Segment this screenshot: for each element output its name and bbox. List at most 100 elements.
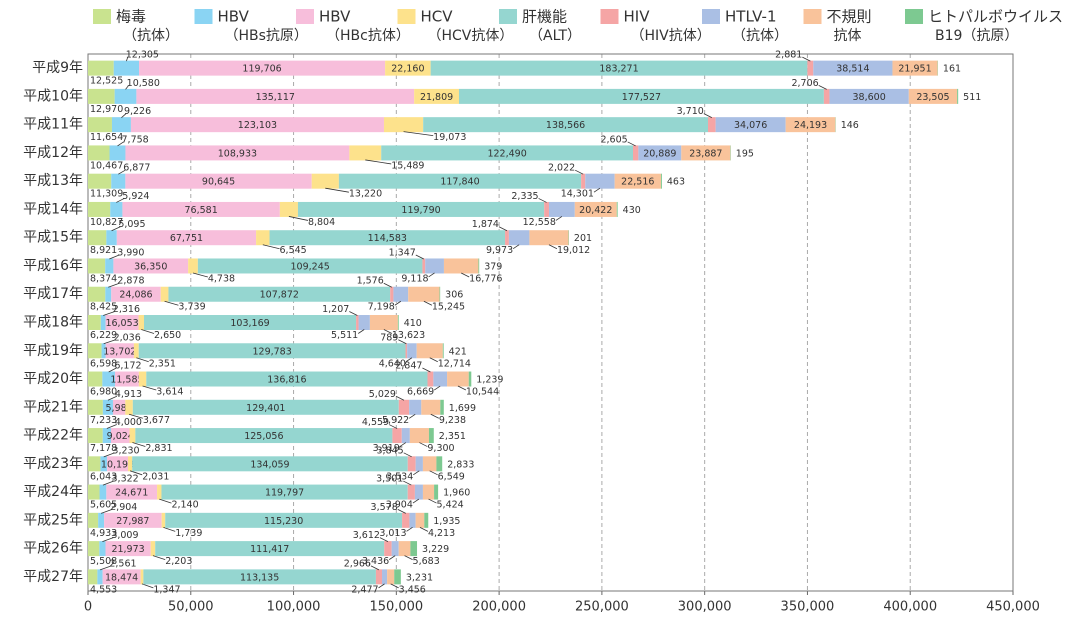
bar-segment bbox=[97, 569, 102, 584]
bar-segment bbox=[114, 61, 139, 76]
data-label: 4,559 bbox=[362, 417, 389, 428]
data-label: 4,213 bbox=[428, 528, 455, 539]
data-label: 13,702 bbox=[103, 346, 136, 357]
leader-line bbox=[358, 330, 364, 334]
bar-segment bbox=[111, 174, 125, 189]
data-label: 3,013 bbox=[379, 528, 406, 539]
bar-segment bbox=[88, 230, 106, 245]
data-label: 5,511 bbox=[331, 330, 358, 341]
data-label: 1,699 bbox=[449, 403, 476, 414]
bar-segment bbox=[424, 513, 428, 528]
bar-segment bbox=[100, 485, 107, 500]
data-label: 67,751 bbox=[170, 233, 203, 244]
bar-segment bbox=[110, 202, 122, 217]
data-label: 11,654 bbox=[90, 132, 123, 143]
leader-line bbox=[802, 57, 810, 61]
leader-line bbox=[165, 301, 179, 305]
data-label: 2,847 bbox=[395, 361, 422, 372]
data-label: 8,804 bbox=[308, 217, 335, 228]
data-label: 138,566 bbox=[546, 120, 585, 131]
legend-label: ヒトパルボウイルス bbox=[928, 8, 1063, 26]
bar-segment bbox=[469, 372, 472, 387]
bar-segment bbox=[398, 315, 399, 330]
data-label: 27,987 bbox=[116, 516, 149, 527]
leader-line bbox=[404, 132, 434, 136]
data-label: 21,809 bbox=[420, 92, 453, 103]
bar-segment bbox=[423, 485, 434, 500]
data-label: 4,738 bbox=[208, 273, 235, 284]
data-label: 113,135 bbox=[240, 572, 279, 583]
data-label: 201 bbox=[574, 233, 592, 244]
data-label: 3,578 bbox=[371, 502, 398, 513]
y-tick-label: 平成21年 bbox=[23, 399, 83, 415]
legend-label: HIV bbox=[624, 8, 651, 26]
leader-line bbox=[419, 443, 427, 447]
legend-label: （ALT） bbox=[529, 28, 581, 44]
data-label: 129,401 bbox=[246, 403, 285, 414]
bar-segment bbox=[529, 230, 568, 245]
bar-segment bbox=[447, 372, 469, 387]
data-label: 119,797 bbox=[265, 488, 304, 499]
bar-segment bbox=[125, 400, 133, 415]
bar-segment bbox=[141, 569, 144, 584]
y-tick-label: 平成23年 bbox=[23, 456, 83, 472]
data-label: 6,545 bbox=[280, 245, 307, 256]
bar-segment bbox=[392, 428, 401, 443]
data-label: 90,645 bbox=[202, 177, 235, 188]
legend-label: （HBs抗原） bbox=[225, 28, 308, 44]
leader-line bbox=[142, 584, 153, 588]
data-label: 19,012 bbox=[557, 245, 590, 256]
bar-segment bbox=[105, 287, 111, 302]
leader-line bbox=[431, 414, 439, 418]
leader-line bbox=[420, 527, 428, 531]
bar-segment bbox=[88, 315, 101, 330]
leader-line bbox=[349, 312, 357, 316]
bar-segment bbox=[162, 513, 166, 528]
data-label: 3,009 bbox=[111, 530, 138, 541]
data-label: 9,238 bbox=[439, 415, 466, 426]
data-label: 6,980 bbox=[90, 387, 117, 398]
leader-line bbox=[461, 273, 469, 277]
bar-segment bbox=[88, 541, 99, 556]
bar-segment bbox=[408, 485, 415, 500]
data-label: 18,474 bbox=[105, 572, 138, 583]
bar-segment bbox=[402, 428, 410, 443]
y-tick-label: 平成9年 bbox=[32, 60, 83, 76]
y-tick-label: 平成18年 bbox=[23, 315, 83, 331]
bar-segment bbox=[88, 174, 111, 189]
leader-line bbox=[143, 386, 157, 390]
data-label: 119,790 bbox=[401, 205, 440, 216]
legend-label: HBV bbox=[319, 8, 351, 26]
bar-segment bbox=[409, 400, 421, 415]
bar-segment bbox=[633, 145, 638, 160]
bar-segment bbox=[425, 258, 444, 273]
leader-line bbox=[434, 386, 440, 390]
data-label: 23,505 bbox=[916, 92, 949, 103]
data-label: 430 bbox=[623, 205, 641, 216]
bar-segment bbox=[151, 541, 156, 556]
bar-segment bbox=[443, 343, 444, 358]
bar-segment bbox=[824, 89, 830, 104]
legend-label: B19（抗原） bbox=[935, 28, 1018, 44]
leader-line bbox=[384, 283, 392, 287]
legend-swatch bbox=[499, 9, 517, 24]
data-label: 38,600 bbox=[853, 92, 886, 103]
data-label: 14,301 bbox=[561, 189, 594, 200]
bar-segment bbox=[384, 541, 391, 556]
bar-segment bbox=[88, 372, 102, 387]
legend-label: 不規則 bbox=[827, 8, 872, 26]
bar-segment bbox=[399, 541, 411, 556]
data-label: 12,525 bbox=[90, 76, 123, 87]
leader-line bbox=[141, 330, 154, 334]
bar-segment bbox=[157, 485, 161, 500]
bar-segment bbox=[88, 428, 103, 443]
bar-segment bbox=[139, 372, 146, 387]
legend-label: （抗体） bbox=[732, 28, 788, 44]
data-label: 21,951 bbox=[898, 64, 931, 75]
y-tick-label: 平成13年 bbox=[23, 173, 83, 189]
data-label: 2,351 bbox=[439, 431, 466, 442]
data-label: 3,614 bbox=[156, 387, 183, 398]
bar-segment bbox=[444, 258, 478, 273]
bar-segment bbox=[440, 400, 443, 415]
leader-line bbox=[263, 245, 280, 249]
